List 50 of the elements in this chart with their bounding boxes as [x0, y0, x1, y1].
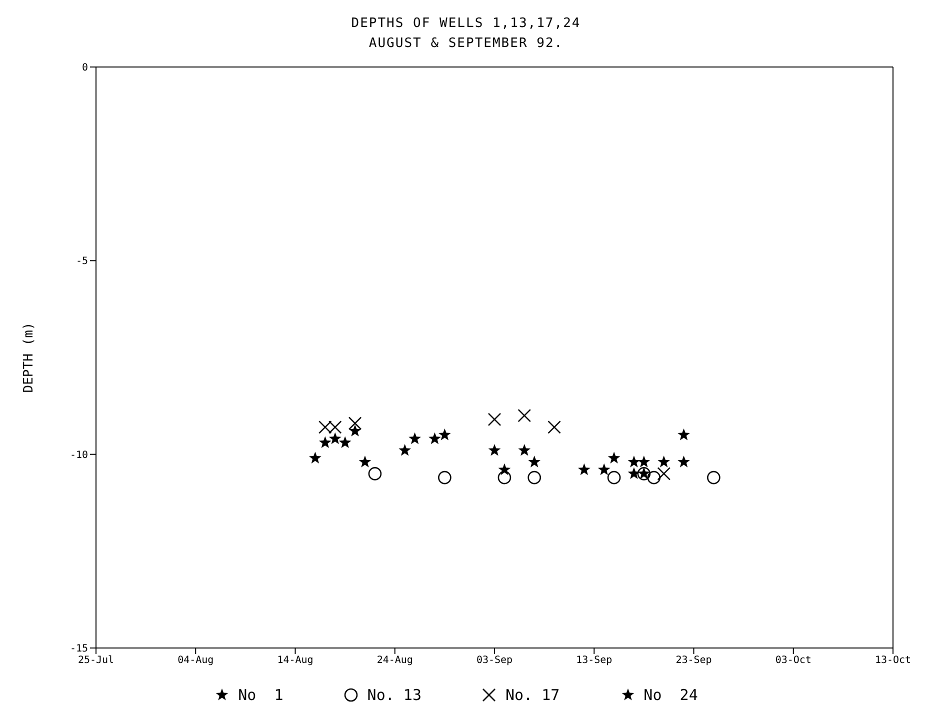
- point: [707, 470, 720, 484]
- point: [628, 467, 640, 479]
- legend-label: No. 17: [504, 686, 560, 704]
- point: [438, 470, 452, 484]
- point: [498, 470, 512, 484]
- point: [528, 456, 541, 468]
- point: [358, 456, 372, 468]
- point: [338, 436, 352, 448]
- point: [578, 463, 590, 476]
- point: [428, 432, 441, 444]
- y-tick-label: 0: [82, 62, 88, 74]
- point: [658, 456, 670, 468]
- x-tick-label: 03-Oct: [775, 655, 812, 666]
- y-tick-label: -5: [76, 256, 88, 268]
- point: [628, 456, 640, 468]
- point: [518, 444, 531, 456]
- legend-label: No 24: [642, 686, 698, 704]
- x-tick-label: 25-Jul: [78, 655, 114, 666]
- point: [678, 428, 690, 440]
- x-tick-label: 13-Oct: [874, 655, 912, 666]
- x-tick-label: 13-Sep: [576, 655, 612, 666]
- point: [598, 463, 610, 476]
- x-tick-label: 23-Sep: [676, 655, 712, 666]
- y-tick-label: -10: [70, 450, 88, 461]
- point: [488, 444, 501, 456]
- point: [328, 432, 342, 444]
- x-tick-label: 24-Aug: [376, 655, 413, 666]
- x-tick-label: 04-Aug: [178, 655, 214, 666]
- point: [408, 432, 421, 444]
- chart-subtitle: AUGUST & SEPTEMBER 92.: [368, 35, 564, 53]
- point: [318, 436, 332, 448]
- x-tick-label: 14-Aug: [277, 655, 314, 666]
- chart-title: DEPTHS OF WELLS 1,13,17,24: [350, 15, 582, 33]
- point: [368, 467, 382, 480]
- point: [678, 456, 690, 468]
- point: [308, 452, 322, 464]
- point: [528, 470, 541, 484]
- point: [607, 470, 621, 484]
- point: [348, 424, 362, 436]
- point: [438, 428, 451, 440]
- point: [498, 463, 511, 476]
- y-tick-label: -15: [70, 644, 88, 655]
- x-tick-label: 03-Sep: [476, 655, 513, 666]
- legend-label: No 1: [237, 686, 284, 704]
- legend-label: No. 13: [366, 686, 422, 704]
- point: [608, 452, 620, 464]
- y-axis-title: DEPTH (m): [22, 322, 37, 393]
- point: [398, 444, 412, 456]
- point: [638, 456, 650, 468]
- point: [647, 470, 661, 484]
